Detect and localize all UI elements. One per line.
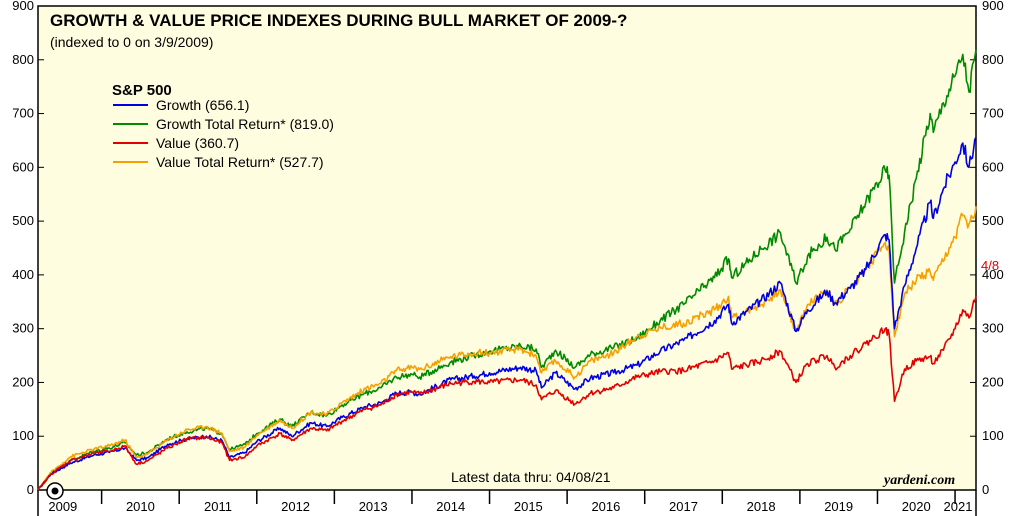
y-tick-label-right: 100: [982, 428, 1004, 443]
y-tick-label-left: 200: [12, 374, 34, 389]
legend: S&P 500 Growth (656.1) Growth Total Retur…: [112, 82, 334, 170]
y-tick-label-right: 800: [982, 52, 1004, 67]
legend-title: S&P 500: [112, 82, 172, 99]
y-tick-label-right: 300: [982, 321, 1004, 336]
y-tick-label-left: 700: [12, 106, 34, 121]
source-label: yardeni.com: [882, 473, 955, 488]
x-tick-label: 2014: [436, 499, 465, 514]
series-line: [37, 295, 977, 491]
y-tick-label-right: 600: [982, 159, 1004, 174]
x-tick-label: 2018: [747, 499, 776, 514]
chart-title: GROWTH & VALUE PRICE INDEXES DURING BULL…: [50, 11, 627, 30]
y-tick-label-right: 900: [982, 0, 1004, 13]
x-tick-label: 2012: [281, 499, 310, 514]
x-tick-label: 2013: [359, 499, 388, 514]
legend-label: Growth Total Return* (819.0): [156, 116, 334, 132]
legend-label: Value Total Return* (527.7): [156, 154, 324, 170]
y-tick-label-left: 300: [12, 321, 34, 336]
x-tick-label: 2016: [591, 499, 620, 514]
x-tick-label: 2021: [944, 499, 973, 514]
series-line: [37, 206, 977, 491]
y-tick-label-right: 700: [982, 106, 1004, 121]
x-tick-label: 2011: [204, 499, 232, 514]
plot-background: [37, 5, 977, 491]
y-tick-label-left: 800: [12, 52, 34, 67]
axes: 0 0 100 100 200 200 300 300 400 400 500 500 600 600 70…: [12, 0, 1004, 516]
x-tick-label: 2015: [514, 499, 543, 514]
end-date-label: 4/8: [981, 258, 999, 273]
legend-label: Value (360.7): [156, 135, 239, 151]
legend-label: Growth (656.1): [156, 97, 249, 113]
y-tick-label-left: 0: [27, 482, 34, 497]
chart-subtitle: (indexed to 0 on 3/9/2009): [50, 34, 213, 50]
series-lines: 4/8: [37, 49, 999, 491]
y-tick-label-right: 400: [982, 267, 1004, 282]
latest-data-note: Latest data thru: 04/08/21: [451, 469, 611, 485]
y-tick-label-left: 600: [12, 159, 34, 174]
y-tick-label-right: 0: [982, 482, 989, 497]
x-tick-label: 2019: [824, 499, 853, 514]
x-tick-label: 2020: [902, 499, 931, 514]
start-marker: [46, 482, 64, 500]
y-tick-label-left: 500: [12, 213, 34, 228]
y-tick-label-right: 200: [982, 374, 1004, 389]
y-tick-label-left: 400: [12, 267, 34, 282]
x-tick-label: 2010: [126, 499, 155, 514]
y-tick-label-left: 900: [12, 0, 34, 13]
y-tick-label-left: 100: [12, 428, 34, 443]
x-tick-label: 2009: [48, 499, 77, 514]
x-tick-label: 2017: [669, 499, 698, 514]
y-tick-label-right: 500: [982, 213, 1004, 228]
